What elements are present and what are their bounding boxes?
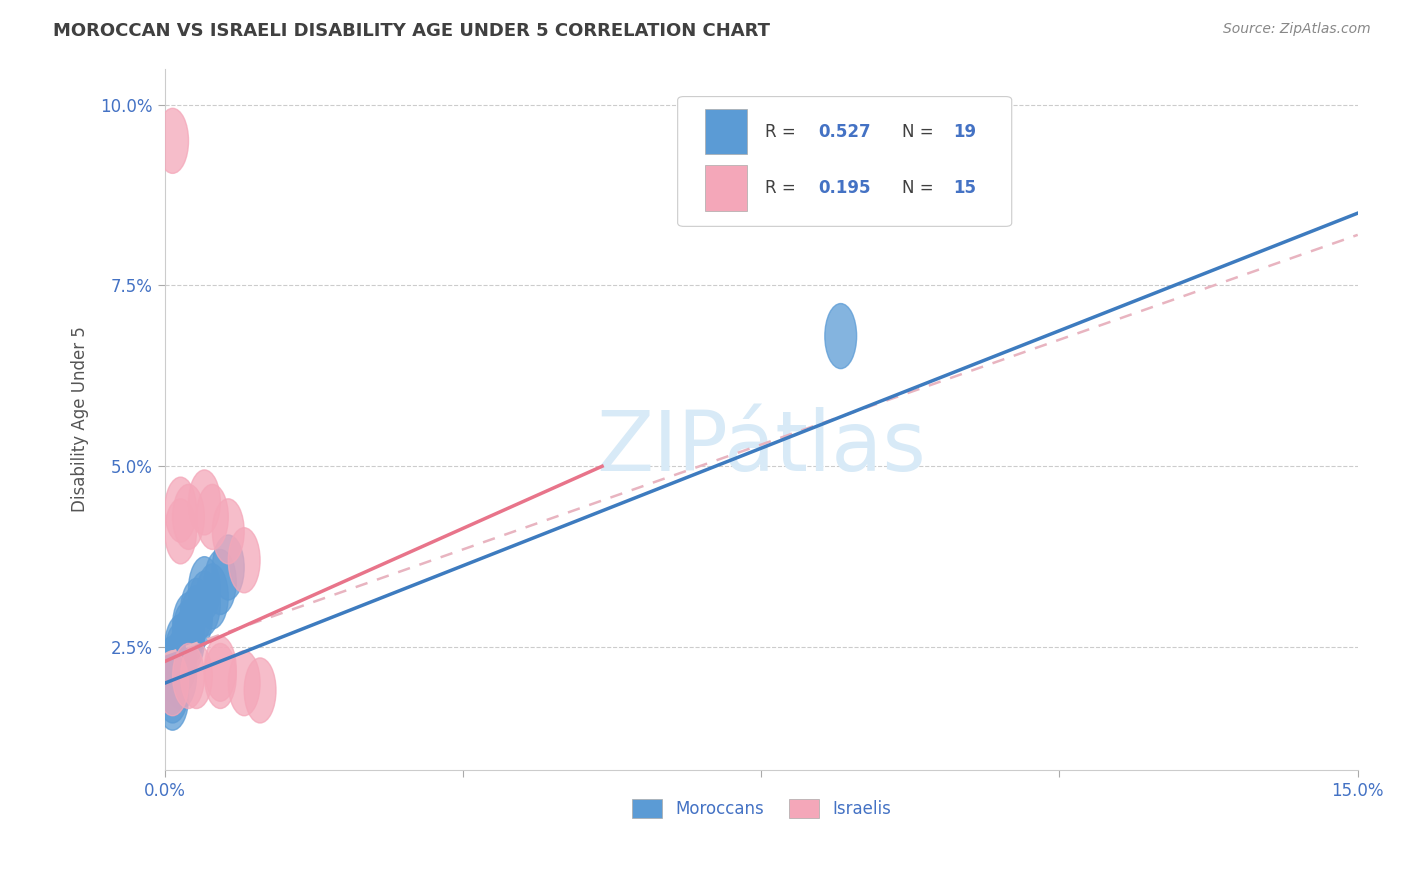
- Text: N =: N =: [903, 178, 939, 197]
- Text: 15: 15: [953, 178, 976, 197]
- Ellipse shape: [156, 658, 188, 723]
- Ellipse shape: [173, 600, 204, 665]
- Ellipse shape: [212, 499, 245, 564]
- Y-axis label: Disability Age Under 5: Disability Age Under 5: [72, 326, 89, 512]
- Ellipse shape: [156, 636, 188, 701]
- Ellipse shape: [156, 650, 188, 715]
- Text: Source: ZipAtlas.com: Source: ZipAtlas.com: [1223, 22, 1371, 37]
- Ellipse shape: [173, 643, 204, 708]
- Ellipse shape: [165, 615, 197, 680]
- Ellipse shape: [204, 643, 236, 708]
- Ellipse shape: [173, 593, 204, 658]
- FancyBboxPatch shape: [678, 96, 1012, 227]
- Ellipse shape: [197, 564, 228, 629]
- Ellipse shape: [212, 535, 245, 600]
- Text: 19: 19: [953, 123, 976, 141]
- Ellipse shape: [165, 477, 197, 542]
- Ellipse shape: [188, 470, 221, 535]
- Ellipse shape: [165, 629, 197, 694]
- Legend: Moroccans, Israelis: Moroccans, Israelis: [624, 792, 897, 825]
- Ellipse shape: [165, 643, 197, 708]
- Ellipse shape: [245, 658, 276, 723]
- FancyBboxPatch shape: [706, 109, 747, 154]
- Ellipse shape: [188, 571, 221, 636]
- Ellipse shape: [204, 636, 236, 701]
- Ellipse shape: [825, 303, 856, 368]
- Ellipse shape: [180, 585, 212, 650]
- Ellipse shape: [197, 484, 228, 549]
- FancyBboxPatch shape: [706, 165, 747, 211]
- Text: MOROCCAN VS ISRAELI DISABILITY AGE UNDER 5 CORRELATION CHART: MOROCCAN VS ISRAELI DISABILITY AGE UNDER…: [53, 22, 770, 40]
- Text: R =: R =: [765, 123, 801, 141]
- Ellipse shape: [173, 484, 204, 549]
- Ellipse shape: [180, 643, 212, 708]
- Ellipse shape: [188, 557, 221, 622]
- Ellipse shape: [173, 607, 204, 673]
- Ellipse shape: [156, 108, 188, 173]
- Ellipse shape: [156, 650, 188, 715]
- Text: R =: R =: [765, 178, 801, 197]
- Ellipse shape: [228, 528, 260, 593]
- Text: ZIPátlas: ZIPátlas: [596, 407, 927, 488]
- Ellipse shape: [180, 578, 212, 643]
- Ellipse shape: [165, 499, 197, 564]
- Ellipse shape: [204, 549, 236, 615]
- Text: 0.527: 0.527: [818, 123, 872, 141]
- Ellipse shape: [165, 622, 197, 687]
- Text: 0.195: 0.195: [818, 178, 870, 197]
- Text: N =: N =: [903, 123, 939, 141]
- Ellipse shape: [228, 650, 260, 715]
- Ellipse shape: [156, 665, 188, 731]
